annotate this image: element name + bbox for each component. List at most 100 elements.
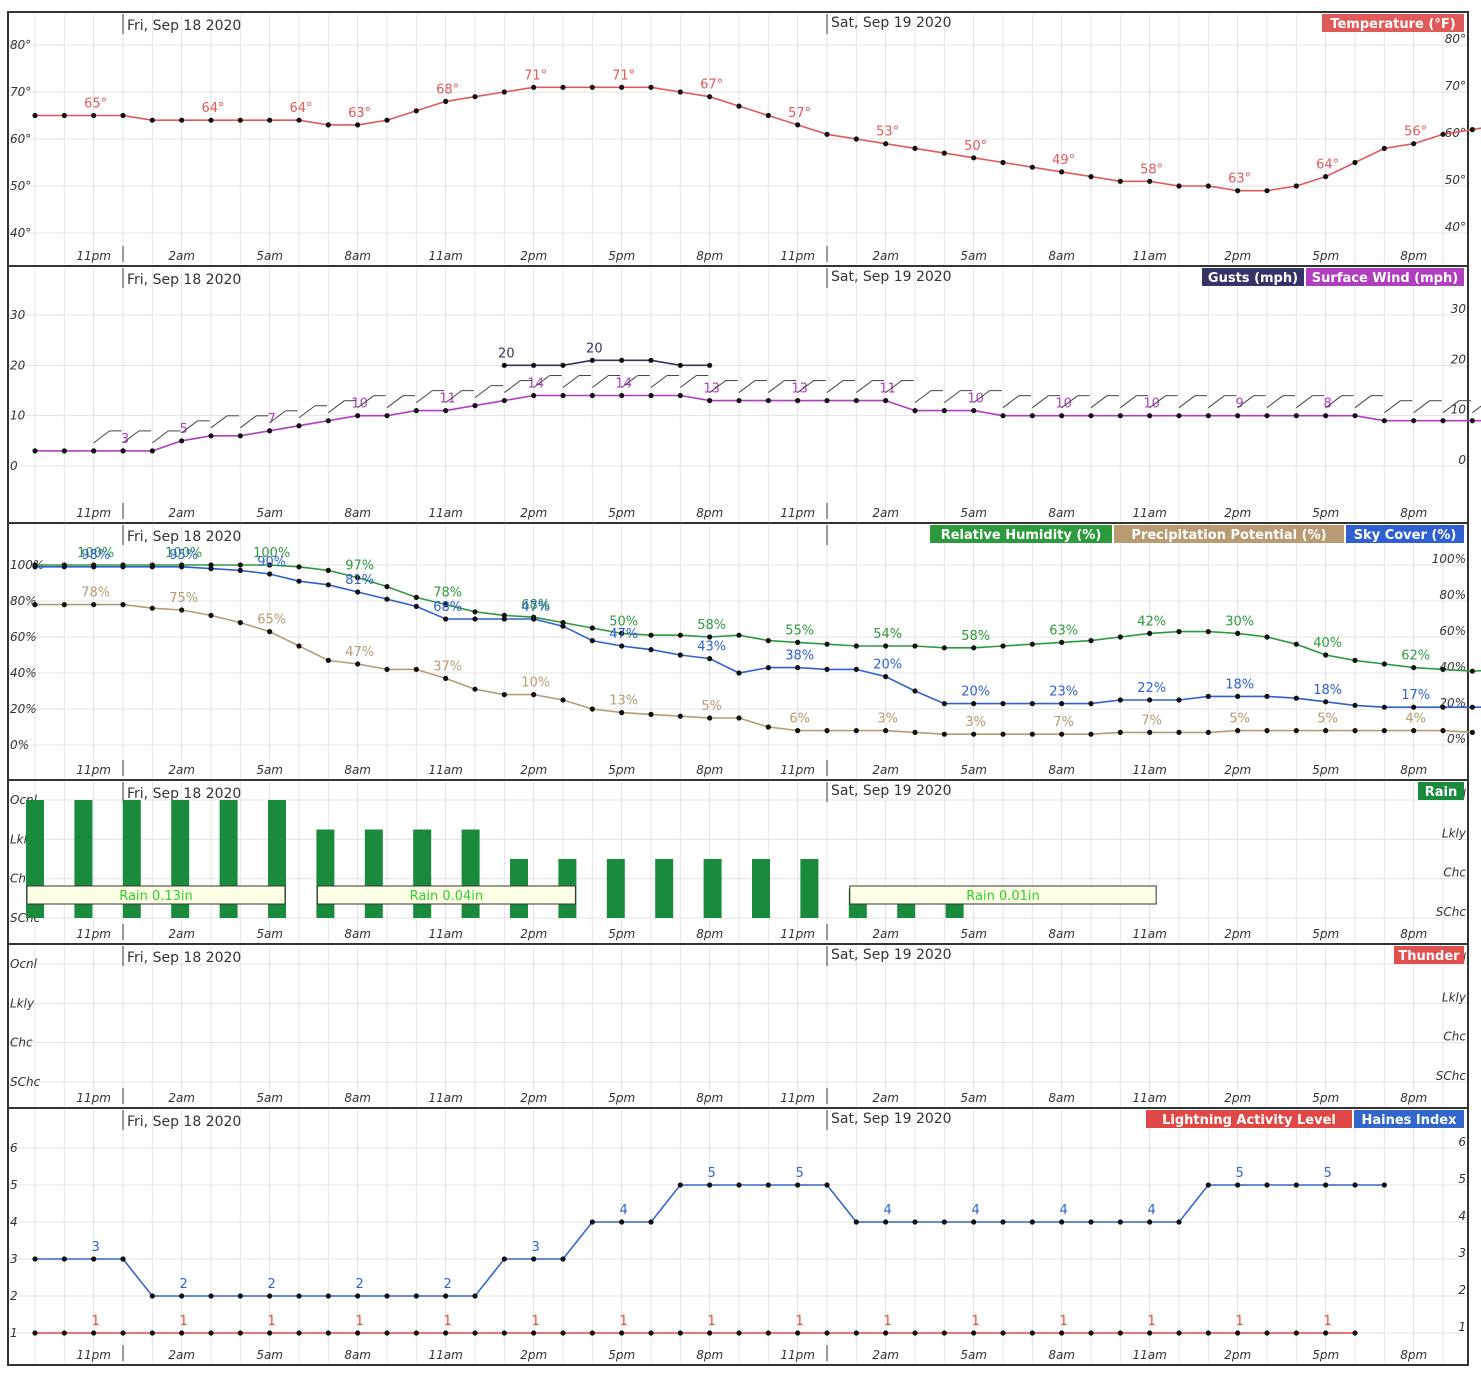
data-point <box>443 616 449 622</box>
data-point <box>912 1219 918 1225</box>
y-tick-right: Lkly <box>1442 826 1467 840</box>
data-point <box>1411 141 1417 147</box>
wind-barb <box>1325 395 1342 409</box>
x-tick-label: 11pm <box>76 1348 111 1362</box>
series-line <box>35 564 1481 673</box>
x-tick-label: 11am <box>429 1091 463 1105</box>
data-point <box>32 602 38 608</box>
data-point <box>443 1330 449 1336</box>
data-point <box>1411 665 1417 671</box>
data-point <box>1088 638 1094 644</box>
y-tick-right: 60% <box>1439 624 1466 638</box>
data-point <box>1147 1330 1153 1336</box>
data-point <box>1117 697 1123 703</box>
x-tick-label: 2am <box>168 1091 195 1105</box>
data-label: 100% <box>165 546 202 561</box>
date-label-fri: Fri, Sep 18 2020 <box>127 786 241 802</box>
legend-label: Gusts (mph) <box>1208 271 1298 286</box>
panel-humidity: 0% 0%20% 20%40% 40%60% 60%80% 80%100% 100%Fri,… <box>7 522 1481 781</box>
data-point <box>1205 629 1211 635</box>
x-tick-label: 5pm <box>608 249 635 263</box>
data-label: 20 <box>498 346 515 361</box>
x-tick-label: 11pm <box>780 1091 815 1105</box>
data-label: 3 <box>121 432 129 447</box>
data-point <box>325 567 331 574</box>
wind-barb <box>240 415 257 429</box>
data-point <box>91 602 97 608</box>
data-point <box>1293 413 1299 419</box>
data-point <box>1293 695 1299 701</box>
x-tick-label: 2am <box>168 249 195 263</box>
data-point <box>1000 643 1006 649</box>
data-point <box>677 362 683 368</box>
data-point <box>677 89 683 95</box>
data-point <box>1029 701 1035 707</box>
date-label-sat: Sat, Sep 19 2020 <box>831 269 952 285</box>
date-label-fri: Fri, Sep 18 2020 <box>127 950 241 966</box>
data-point <box>1147 178 1153 184</box>
data-point <box>1176 1219 1182 1225</box>
wind-barb <box>1120 395 1137 409</box>
data-point <box>1440 666 1446 673</box>
data-point <box>1323 174 1329 180</box>
data-point <box>413 594 419 601</box>
data-point <box>677 652 683 658</box>
data-point <box>91 448 97 454</box>
data-label: 10 <box>967 392 984 407</box>
data-label: 75% <box>169 591 198 606</box>
wind-barb <box>416 390 433 404</box>
data-point <box>1088 701 1094 707</box>
rain-bar <box>461 829 480 918</box>
data-label: 22% <box>1137 681 1166 696</box>
data-label: 1 <box>1060 1314 1068 1329</box>
data-point <box>1440 131 1446 137</box>
data-point <box>237 1330 243 1336</box>
wind-barb <box>1032 395 1049 409</box>
data-point <box>824 728 830 734</box>
data-point <box>149 117 155 123</box>
legend-box <box>1394 946 1464 964</box>
rain-amount-label: Rain 0.04in <box>410 889 484 904</box>
legend-label: Sky Cover (%) <box>1354 528 1457 543</box>
x-tick-label: 8pm <box>696 763 723 777</box>
data-label: 65° <box>84 97 107 112</box>
y-tick-left: 40% <box>10 666 37 680</box>
data-point <box>1176 697 1182 703</box>
y-tick-right: 0 <box>1458 453 1466 467</box>
x-tick-label: 8am <box>1048 1348 1075 1362</box>
data-point <box>1381 418 1387 424</box>
data-point <box>1205 1182 1211 1188</box>
data-point <box>560 392 566 399</box>
data-point <box>765 397 771 404</box>
x-tick-label: 5pm <box>1312 927 1339 941</box>
data-point <box>1352 413 1358 419</box>
data-point <box>1147 1219 1153 1225</box>
data-label: 10 <box>1143 397 1160 412</box>
data-point <box>971 731 977 737</box>
data-point <box>589 1219 595 1225</box>
x-tick-label: 8pm <box>1400 249 1427 263</box>
y-tick-left: 80° <box>10 38 31 52</box>
x-tick-label: 2am <box>168 1348 195 1362</box>
x-tick-label: 2pm <box>1224 763 1251 777</box>
data-point <box>501 1256 507 1262</box>
data-point <box>208 612 214 619</box>
data-point <box>883 674 889 680</box>
wind-barb <box>1090 395 1108 409</box>
wind-barb <box>562 375 580 388</box>
rain-bar <box>800 859 819 918</box>
data-point <box>707 362 713 368</box>
data-point <box>149 448 155 454</box>
data-point <box>1059 1330 1065 1336</box>
data-point <box>560 1256 566 1262</box>
data-label: 63° <box>348 106 371 121</box>
data-point <box>237 562 243 568</box>
data-point <box>736 670 742 676</box>
data-point <box>32 564 38 570</box>
data-point <box>883 643 889 649</box>
data-label: 50° <box>964 139 987 154</box>
data-point <box>1323 413 1329 419</box>
y-tick-left: 4 <box>10 1215 18 1229</box>
data-label: 4 <box>972 1203 980 1218</box>
data-point <box>941 701 947 707</box>
